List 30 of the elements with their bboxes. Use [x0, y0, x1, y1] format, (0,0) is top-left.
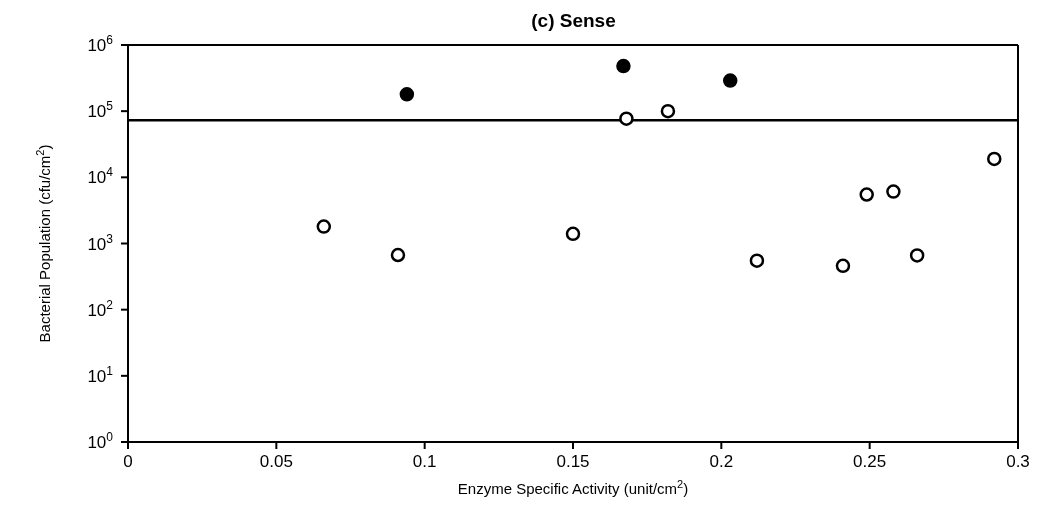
- y-tick-label: 10$^{6}$: [87, 33, 114, 55]
- point: [660, 103, 676, 119]
- x-tick-label: 0.15: [556, 452, 590, 471]
- y-tick-label: 10$^{1}$: [87, 363, 114, 386]
- point: [749, 253, 765, 268]
- point: [909, 248, 925, 263]
- point: [835, 258, 851, 274]
- y-tick-label: 10$^{5}$: [87, 99, 114, 122]
- point: [616, 58, 631, 74]
- point: [619, 111, 634, 126]
- point: [886, 184, 901, 199]
- y-tick-label: 10$^{3}$: [87, 231, 114, 254]
- x-tick-label: 0.1: [412, 452, 437, 471]
- point: [722, 73, 738, 88]
- x-tick-label: 0: [123, 452, 133, 471]
- y-tick-label: 10$^{2}$: [87, 297, 114, 320]
- point: [316, 219, 332, 234]
- x-tick-label: 0.05: [259, 452, 293, 471]
- chart-title: (c) Sense: [530, 9, 617, 33]
- y-tick-label: 10$^{4}$: [87, 165, 114, 188]
- y-tick-label: 10$^{0}$: [87, 430, 114, 452]
- x-tick-label: 0.2: [709, 452, 734, 471]
- x-tick-label: 0.25: [853, 452, 887, 471]
- point: [565, 226, 581, 242]
- point: [987, 151, 1002, 167]
- x-tick-label: 0.3: [1006, 452, 1030, 471]
- point: [390, 247, 406, 263]
- x-axis-title: Enzyme Specific Activity (unit/cm$^{2}$): [457, 478, 689, 497]
- point: [859, 187, 874, 202]
- point: [399, 87, 415, 102]
